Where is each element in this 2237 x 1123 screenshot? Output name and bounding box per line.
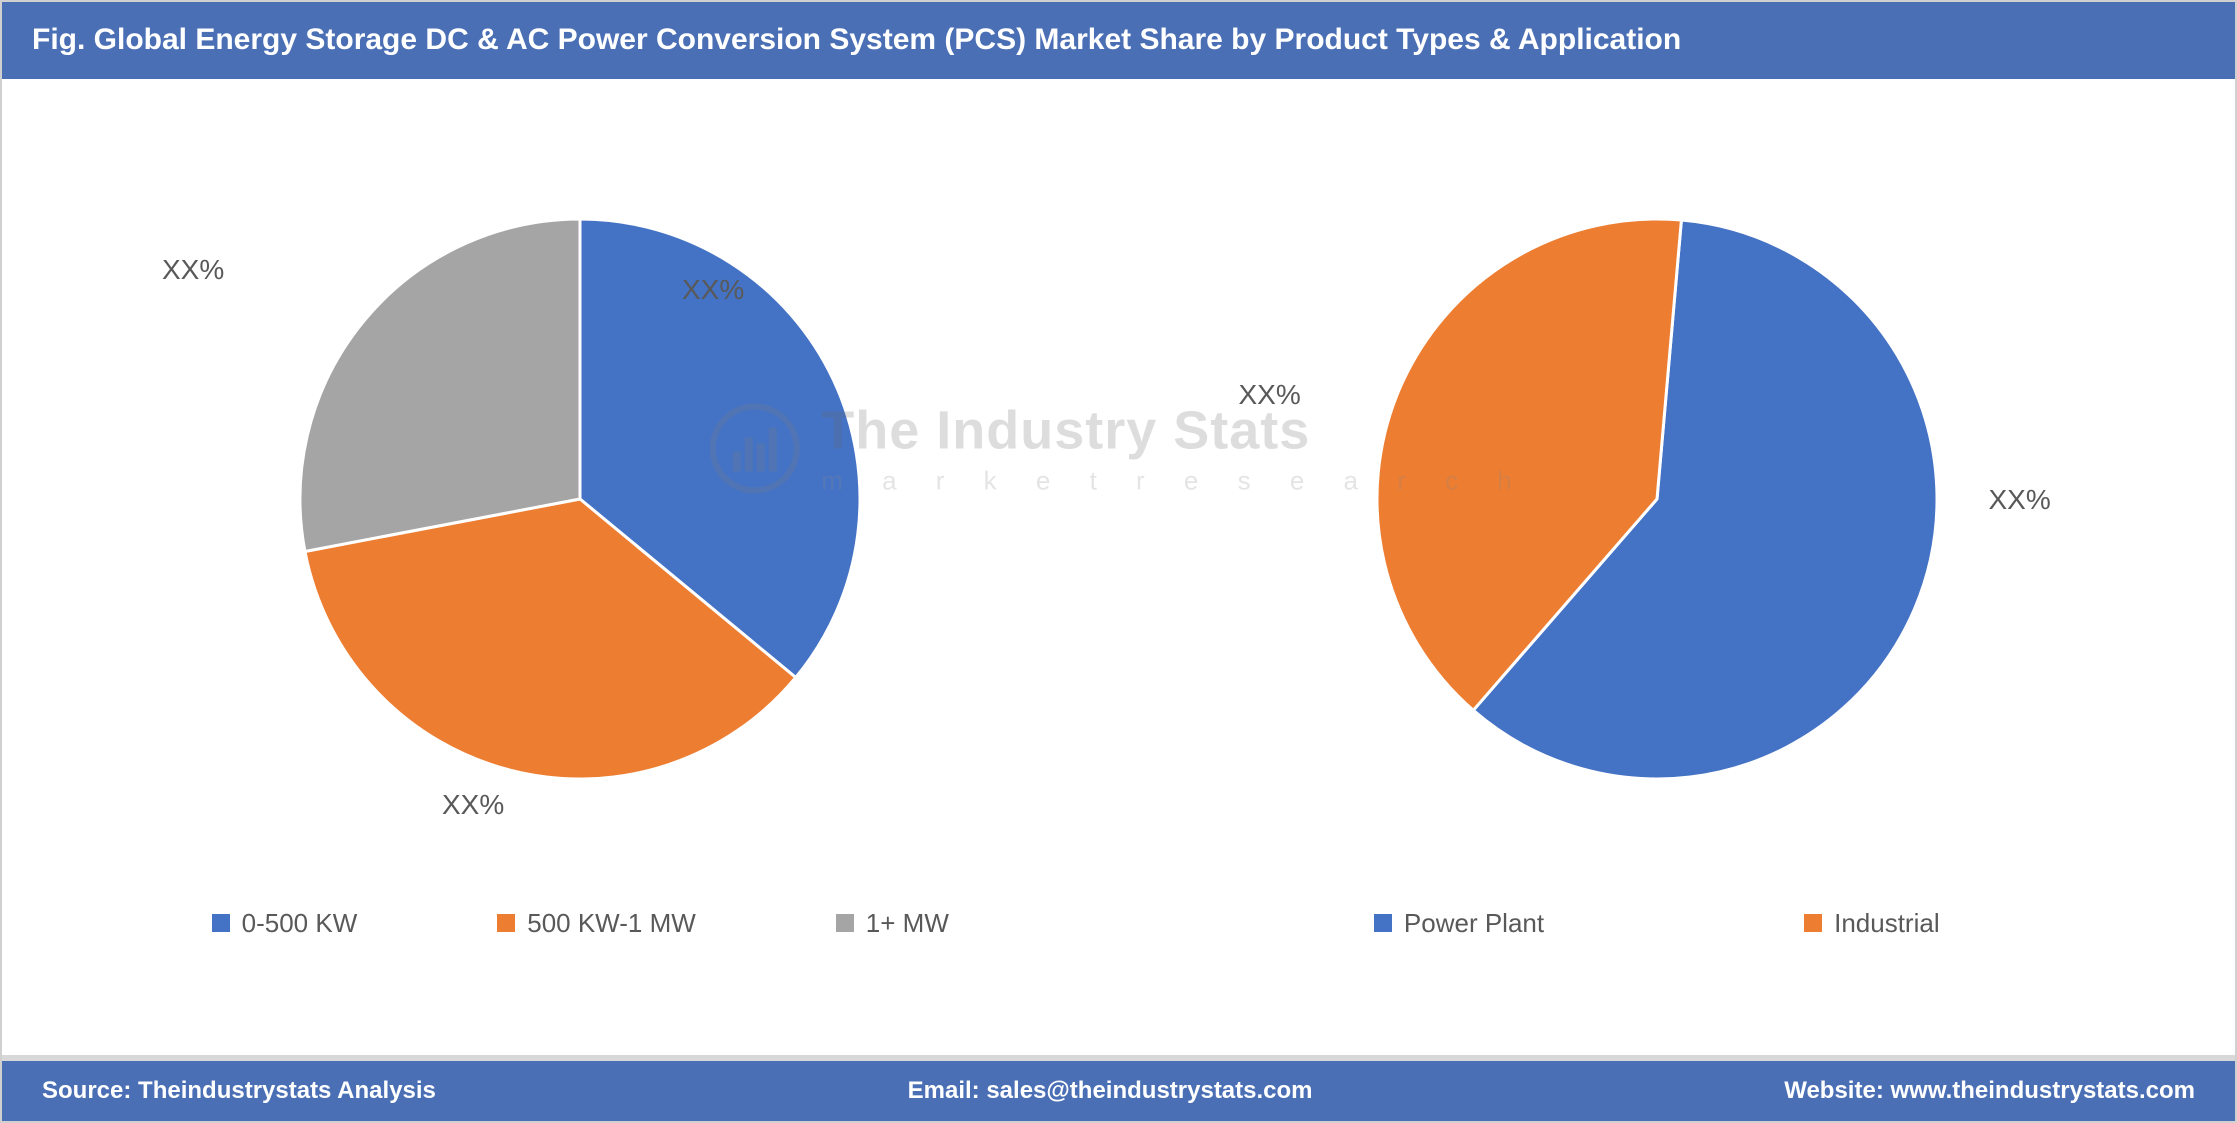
footer-source-value: Theindustrystats Analysis	[138, 1077, 436, 1104]
legend-label: 1+ MW	[866, 908, 949, 939]
footer-website: Website: www.theindustrystats.com	[1784, 1077, 2195, 1105]
legend-item-industrial: Industrial	[1804, 908, 1940, 939]
swatch-icon	[1804, 914, 1822, 932]
pie-chart-left	[280, 199, 880, 799]
swatch-icon	[1374, 914, 1392, 932]
legend-label: Power Plant	[1404, 908, 1544, 939]
chart-application: XX% XX% Power Plant Industrial	[1119, 109, 2196, 949]
legend-item-0-500kw: 0-500 KW	[212, 908, 358, 939]
footer-web-value: www.theindustrystats.com	[1890, 1077, 2195, 1104]
chart-product-types: XX% XX% XX% 0-500 KW 500 KW-1 MW 1+ MW	[42, 109, 1119, 949]
footer-email: Email: sales@theindustrystats.com	[908, 1077, 1313, 1105]
figure-container: Fig. Global Energy Storage DC & AC Power…	[0, 0, 2237, 1123]
chart-area: XX% XX% XX% 0-500 KW 500 KW-1 MW 1+ MW	[2, 79, 2235, 959]
legend-left: 0-500 KW 500 KW-1 MW 1+ MW	[42, 890, 1119, 949]
footer-web-label: Website:	[1784, 1077, 1884, 1104]
pie-chart-right	[1357, 199, 1957, 799]
swatch-icon	[497, 914, 515, 932]
slice-label-500kw-1mw: XX%	[442, 789, 504, 821]
swatch-icon	[836, 914, 854, 932]
swatch-icon	[212, 914, 230, 932]
footer-email-label: Email:	[908, 1077, 980, 1104]
slice-label-1plus-mw: XX%	[162, 254, 224, 286]
pie-wrap-right: XX% XX%	[1119, 109, 2196, 890]
legend-item-power-plant: Power Plant	[1374, 908, 1544, 939]
pie-wrap-left: XX% XX% XX%	[42, 109, 1119, 890]
slice-label-industrial: XX%	[1239, 379, 1301, 411]
footer-source-label: Source:	[42, 1077, 131, 1104]
slice-label-power-plant: XX%	[1989, 484, 2051, 516]
legend-label: 500 KW-1 MW	[527, 908, 696, 939]
legend-item-500kw-1mw: 500 KW-1 MW	[497, 908, 696, 939]
figure-title: Fig. Global Energy Storage DC & AC Power…	[2, 2, 2235, 79]
legend-label: 0-500 KW	[242, 908, 358, 939]
footer-email-value: sales@theindustrystats.com	[986, 1077, 1312, 1104]
footer-bar: Source: Theindustrystats Analysis Email:…	[2, 1055, 2235, 1121]
footer-source: Source: Theindustrystats Analysis	[42, 1077, 436, 1105]
legend-item-1plus-mw: 1+ MW	[836, 908, 949, 939]
slice-label-0-500kw: XX%	[682, 274, 744, 306]
legend-label: Industrial	[1834, 908, 1940, 939]
legend-right: Power Plant Industrial	[1119, 890, 2196, 949]
